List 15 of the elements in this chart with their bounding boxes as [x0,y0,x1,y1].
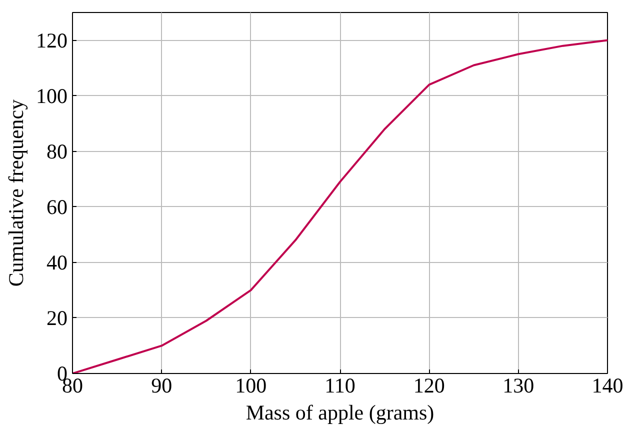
x-tick-label: 140 [592,374,624,398]
y-axis-title: Cumulative frequency [4,98,28,287]
y-tick-label: 60 [46,194,68,219]
y-tick-label: 80 [46,139,68,164]
y-tick-label: 120 [36,28,68,52]
y-tick-label: 40 [46,250,68,274]
line-series [72,39,608,374]
x-axis-title: Mass of apple (grams) [246,400,434,424]
x-tick-label: 130 [502,374,534,398]
x-tick-label: 100 [235,374,267,398]
x-tick-label: 110 [324,374,356,398]
x-tick-label: 120 [413,374,445,398]
y-tick-label: 20 [46,306,68,330]
x-tick-label: 90 [151,374,172,398]
y-tick-label: 100 [36,84,68,108]
